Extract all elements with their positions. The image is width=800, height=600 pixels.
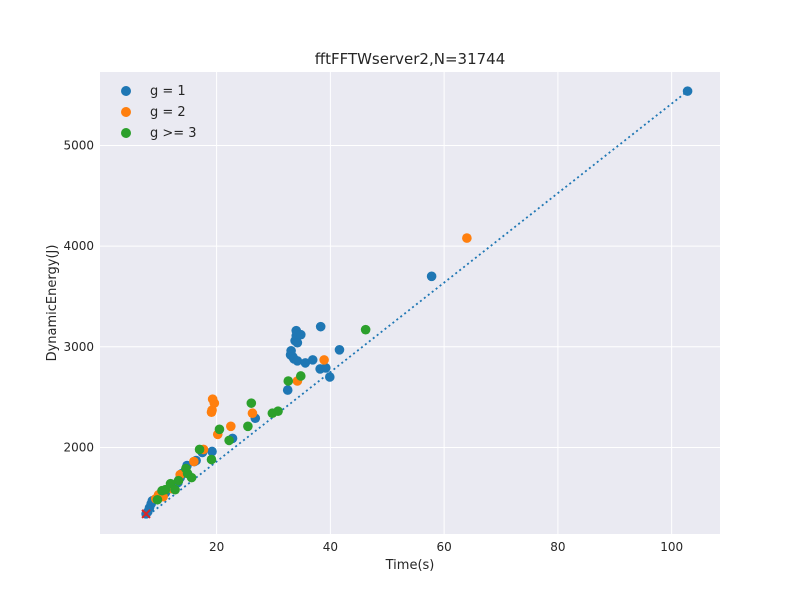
y-tick-label: 5000 [63, 138, 94, 152]
point-g3 [186, 472, 197, 483]
point-g2 [209, 398, 220, 408]
fit-line [144, 90, 689, 519]
point-g2 [462, 233, 472, 243]
point-g1 [307, 355, 318, 365]
point-g2 [247, 408, 258, 419]
point-g2 [189, 456, 199, 467]
point-g1 [426, 271, 437, 282]
x-axis-label: Time(s) [385, 558, 435, 573]
fit-line-layer [144, 90, 689, 519]
legend-marker-g3 [121, 128, 131, 138]
highlight-x-marker [141, 509, 151, 519]
point-g3 [206, 454, 217, 465]
legend-label-g2: g = 2 [150, 105, 186, 120]
x-tick-label: 80 [550, 540, 565, 554]
x-tick-label: 40 [323, 540, 338, 554]
point-g1 [295, 329, 306, 340]
y-tick-label: 3000 [63, 340, 94, 354]
x-tick-label: 60 [436, 540, 451, 554]
point-g1 [282, 385, 293, 395]
point-g2 [319, 355, 329, 365]
y-tick-label: 2000 [63, 440, 94, 454]
point-g2 [226, 421, 236, 432]
point-g1 [292, 337, 303, 348]
y-axis-label: DynamicEnergy(J) [45, 245, 60, 362]
x-tick-label: 100 [660, 540, 683, 554]
point-g3 [214, 424, 225, 435]
point-g3 [243, 421, 253, 432]
point-g3 [273, 406, 283, 417]
points-layer [141, 86, 693, 519]
point-g3 [224, 435, 234, 446]
point-g1 [207, 446, 217, 457]
point-g3 [152, 494, 163, 505]
point-g1 [315, 321, 326, 332]
point-g1 [324, 372, 335, 382]
point-g1 [321, 363, 331, 373]
x-tick-label: 20 [209, 540, 224, 554]
point-g1 [682, 86, 693, 96]
legend: g = 1 g = 2 g >= 3 [121, 84, 197, 141]
point-g3 [173, 475, 184, 486]
y-tick-label: 4000 [63, 239, 94, 253]
chart-title: fftFFTWserver2,N=31744 [315, 50, 506, 68]
legend-label-g1: g = 1 [150, 84, 186, 99]
point-g1 [292, 356, 303, 366]
x-tick-labels: 20 40 60 80 100 [209, 540, 683, 554]
point-g1 [300, 358, 311, 368]
point-g3 [246, 398, 257, 408]
point-g1 [334, 345, 345, 355]
legend-label-g3: g >= 3 [150, 126, 197, 141]
point-g3 [360, 324, 371, 335]
point-g3 [283, 376, 294, 386]
legend-marker-g2 [121, 107, 131, 117]
point-g3 [194, 444, 205, 455]
y-tick-labels: 2000 3000 4000 5000 [63, 138, 94, 454]
point-g3 [170, 484, 180, 495]
point-g3 [295, 371, 306, 381]
legend-marker-g1 [121, 86, 131, 96]
